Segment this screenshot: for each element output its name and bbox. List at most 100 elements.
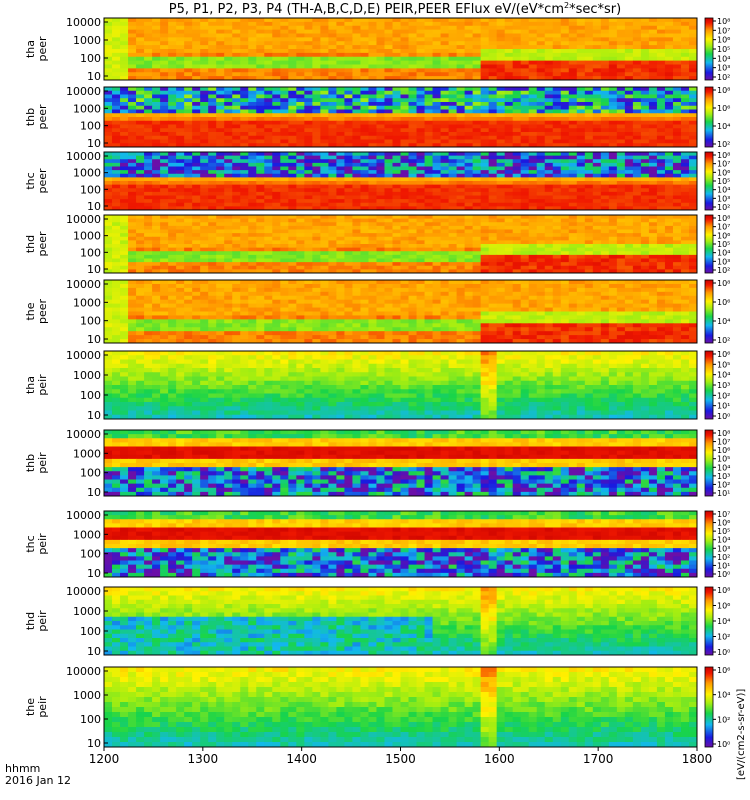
y-tick-label: 100	[80, 120, 101, 133]
y-tick-label: 10000	[66, 585, 101, 598]
colorbar-tick-label: 10²	[717, 73, 730, 82]
y-tick-label: 10000	[66, 213, 101, 226]
spectrogram-image	[104, 667, 697, 747]
colorbar-tick-label: 10⁷	[717, 160, 730, 169]
y-tick-label: 10000	[66, 150, 101, 163]
colorbar-tick-label: 10³	[717, 381, 730, 390]
y-tick-label: 10	[87, 737, 101, 750]
panel-species-label: peer	[36, 299, 49, 325]
panel-species-label: peer	[36, 168, 49, 194]
y-tick-label: 100	[80, 713, 101, 726]
spectrogram-image	[104, 152, 697, 210]
y-tick-label: 100	[80, 625, 101, 638]
y-tick-label: 100	[80, 467, 101, 480]
colorbar-tick-label: 10⁰	[717, 740, 730, 749]
y-tick-label: 10	[87, 200, 101, 213]
panel-frame	[103, 151, 698, 211]
colorbar-tick-label: 10⁴	[717, 371, 730, 380]
panel-species-label: peer	[36, 231, 49, 257]
colorbar-tick-label: 10⁶	[717, 519, 730, 528]
panel-probe-label: thd	[24, 612, 37, 630]
y-tick-label: 10	[87, 333, 101, 346]
colorbar-tick-label: 10⁶	[717, 231, 730, 240]
colorbar-tick-label: 10³	[717, 544, 730, 553]
panel-thd-peer: 10000 1000 100 10 thd peer	[24, 213, 698, 276]
y-tick-label: 100	[80, 315, 101, 328]
y-tick-label: 10000	[66, 16, 101, 29]
colorbar-scale	[704, 279, 714, 344]
colorbar-tick-label: 10⁰	[717, 648, 730, 657]
y-tick-label: 10	[87, 645, 101, 658]
y-tick-label: 1000	[73, 689, 101, 702]
colorbar-scale	[704, 214, 714, 274]
colorbar-thd-peir: 10⁸ 10⁶ 10⁴ 10² 10⁰	[704, 586, 730, 657]
panel-frame	[103, 586, 698, 656]
panel-frame	[103, 17, 698, 81]
y-tick-label: 100	[80, 183, 101, 196]
colorbar-tick-label: 10⁴	[717, 463, 730, 472]
x-tick-label: 1400	[286, 752, 317, 766]
spectrogram-image	[104, 215, 697, 273]
colorbar-scale	[704, 151, 714, 211]
y-tick-label: 10000	[66, 278, 101, 291]
panel-probe-label: thc	[24, 535, 37, 552]
y-tick-label: 10	[87, 567, 101, 580]
panel-frame	[103, 86, 698, 148]
panel-thb-peir: 10000 1000 100 10 thb peir	[24, 428, 698, 499]
spectrogram-image	[104, 18, 697, 80]
colorbar-tick-label: 10⁶	[717, 446, 730, 455]
x-axis-label-date: 2016 Jan 12	[5, 774, 71, 787]
spectrogram-image	[104, 87, 697, 147]
colorbar-tick-label: 10²	[717, 480, 730, 489]
panel-species-label: peir	[36, 374, 49, 396]
y-tick-label: 100	[80, 246, 101, 259]
colorbar-tick-label: 10⁵	[717, 527, 730, 536]
spectrogram-image	[104, 430, 697, 496]
x-axis: 1200 1300 1400 1500 1600 1700 1800	[89, 747, 713, 766]
colorbar-tick-label: 10⁵	[717, 360, 730, 369]
panel-species-label: peir	[36, 533, 49, 555]
panel-thc-peer: 10000 1000 100 10 thc peer	[24, 150, 698, 213]
y-tick-label: 1000	[73, 34, 101, 47]
y-tick-label: 10	[87, 263, 101, 276]
colorbar-tick-label: 10⁸	[717, 429, 730, 438]
spectrogram-image	[104, 587, 697, 655]
y-tick-label: 1000	[73, 296, 101, 309]
colorbar-the-peir: 10⁶ 10⁴ 10² 10⁰	[704, 666, 730, 749]
colorbar-scale	[704, 86, 714, 148]
x-tick-label: 1200	[89, 752, 120, 766]
colorbar-tick-label: 10⁷	[717, 223, 730, 232]
panel-probe-label: thb	[24, 454, 37, 472]
panel-frame	[103, 350, 698, 420]
panel-thb-peer: 10000 1000 100 10 thb peer	[24, 85, 698, 150]
spectrogram-image	[104, 511, 697, 577]
y-tick-label: 100	[80, 389, 101, 402]
y-tick-label: 10000	[66, 428, 101, 441]
colorbar-tick-label: 10⁸	[717, 586, 730, 595]
panel-species-label: peir	[36, 696, 49, 718]
x-tick-label: 1500	[385, 752, 416, 766]
y-tick-label: 1000	[73, 230, 101, 243]
panel-frame	[103, 429, 698, 497]
panel-probe-label: thc	[24, 172, 37, 189]
y-tick-label: 1000	[73, 369, 101, 382]
colorbar-scale	[704, 350, 714, 420]
colorbar-the-peer: 10⁸ 10⁶ 10⁴ 10²	[704, 279, 730, 345]
y-tick-label: 10	[87, 409, 101, 422]
colorbar-tick-label: 10²	[717, 203, 730, 212]
spectrogram-image	[104, 351, 697, 419]
y-tick-label: 100	[80, 548, 101, 561]
panel-frame	[103, 279, 698, 344]
colorbar-tick-label: 10²	[717, 140, 730, 149]
x-axis-label-hhmm: hhmm	[5, 762, 40, 775]
panel-probe-label: thb	[24, 108, 37, 126]
colorbar-tick-label: 10²	[717, 336, 730, 345]
colorbars: 10⁸10⁷10⁶10⁵10⁴10³10²10⁸10⁶10⁴10²10⁸10⁷1…	[704, 17, 730, 749]
x-tick-label: 1800	[682, 752, 713, 766]
y-tick-label: 1000	[73, 528, 101, 541]
x-tick-label: 1600	[484, 752, 515, 766]
colorbar-tick-label: 10⁶	[717, 666, 730, 675]
colorbar-scale	[704, 666, 714, 748]
